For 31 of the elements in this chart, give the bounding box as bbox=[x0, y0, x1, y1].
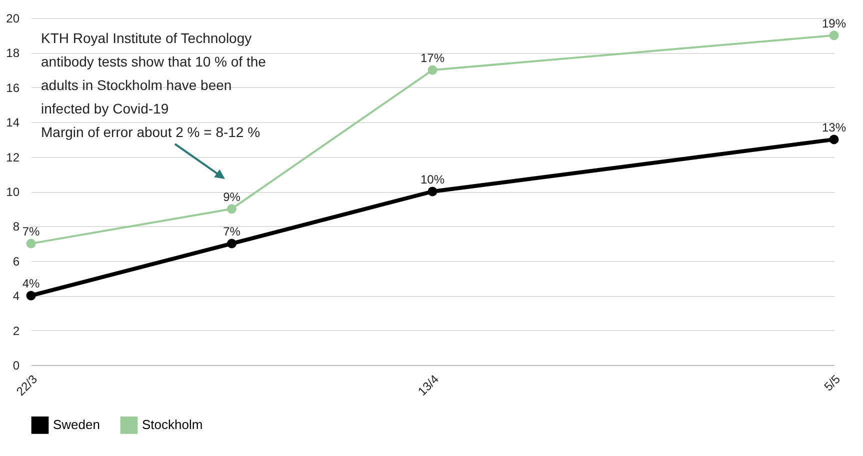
data-label: 4% bbox=[22, 276, 40, 291]
legend-label: Sweden bbox=[53, 417, 100, 432]
y-tick-label: 2 bbox=[12, 324, 20, 338]
data-label: 13% bbox=[822, 120, 846, 134]
point bbox=[428, 186, 438, 196]
y-tick-label: 4 bbox=[12, 289, 20, 304]
x-tick-label: 5/5 bbox=[821, 372, 844, 394]
point bbox=[428, 65, 438, 75]
data-label: 10% bbox=[420, 172, 445, 186]
y-tick-label: 0 bbox=[12, 358, 20, 372]
legend-label: Stockholm bbox=[142, 417, 203, 432]
data-label: 19% bbox=[822, 16, 846, 30]
y-tick-label: 8 bbox=[12, 220, 20, 234]
y-tick-label: 20 bbox=[6, 12, 20, 26]
annotation: KTH Royal Institute of Technology antibody tests show that 10 % of the adults in Stockholm have been infected by Covid-19 Margin of error about 2 % = 8-12 % bbox=[41, 30, 266, 140]
point bbox=[227, 204, 236, 214]
y-tick-label: 6 bbox=[12, 254, 20, 268]
y-tick-label: 18 bbox=[6, 46, 20, 60]
point bbox=[26, 238, 36, 248]
point bbox=[829, 30, 839, 40]
data-label: 7% bbox=[223, 224, 241, 239]
y-tick-label: 12 bbox=[6, 150, 20, 164]
point bbox=[829, 134, 839, 144]
data-label: 7% bbox=[22, 224, 40, 239]
y-tick-label: 16 bbox=[6, 80, 20, 95]
data-label: 17% bbox=[420, 51, 445, 66]
point bbox=[227, 238, 236, 248]
y-tick-label: 14 bbox=[6, 116, 20, 130]
point bbox=[26, 290, 36, 300]
data-label: 9% bbox=[223, 190, 241, 204]
y-tick-label: 10 bbox=[6, 185, 20, 199]
